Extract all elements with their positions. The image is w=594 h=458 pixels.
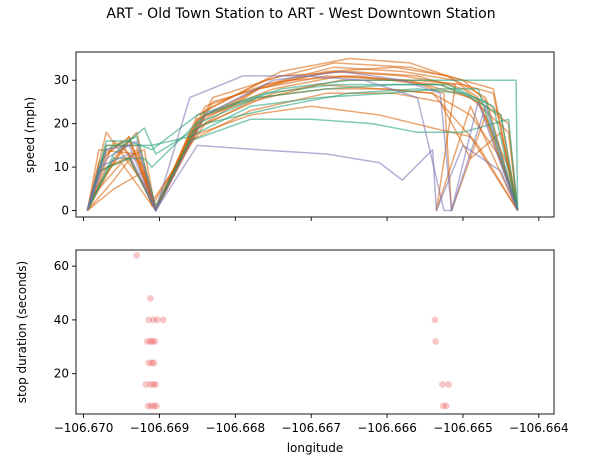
stop-y-label: stop duration (seconds) bbox=[15, 261, 29, 403]
stop-point bbox=[439, 381, 446, 388]
stop-point bbox=[439, 402, 447, 410]
speed-y-label: speed (mph) bbox=[23, 97, 37, 173]
speed-series-line bbox=[86, 144, 519, 212]
speed-series-line bbox=[86, 88, 519, 211]
stop-y-ticks: 20 40 60 bbox=[54, 259, 76, 381]
speed-y-tick-label: 0 bbox=[61, 203, 69, 217]
stop-y-tick-label: 20 bbox=[54, 367, 69, 381]
stop-y-tick-label: 40 bbox=[54, 313, 69, 327]
stop-point bbox=[442, 402, 450, 410]
x-tick-label: −106.666 bbox=[357, 421, 417, 435]
stop-point bbox=[432, 338, 440, 345]
x-tick-label: −106.668 bbox=[205, 421, 265, 435]
speed-panel: 0 10 20 30 speed (mph) bbox=[23, 51, 555, 221]
stop-point bbox=[150, 402, 158, 410]
speed-series-group bbox=[86, 57, 519, 212]
speed-y-tick-label: 20 bbox=[54, 117, 69, 131]
speed-y-tick-label: 10 bbox=[54, 160, 69, 174]
x-tick-label: −106.664 bbox=[509, 421, 569, 435]
stop-point bbox=[445, 381, 452, 388]
stop-point bbox=[153, 316, 161, 324]
stop-point bbox=[145, 359, 153, 367]
stop-point bbox=[151, 338, 159, 345]
stop-point bbox=[146, 381, 154, 388]
stop-point bbox=[149, 316, 157, 324]
stop-point bbox=[146, 294, 154, 302]
x-tick-label: −106.670 bbox=[54, 421, 114, 435]
stop-point bbox=[148, 359, 156, 367]
stop-point bbox=[150, 359, 158, 367]
speed-series-line bbox=[86, 83, 519, 211]
stop-point bbox=[143, 338, 151, 345]
stop-point bbox=[149, 381, 157, 388]
x-tick-label: −106.669 bbox=[130, 421, 190, 435]
stop-point bbox=[146, 338, 154, 345]
stop-points-group bbox=[133, 251, 452, 410]
speed-y-ticks: 0 10 20 30 bbox=[54, 73, 76, 217]
stop-y-tick-label: 60 bbox=[54, 259, 69, 273]
x-tick-label: −106.667 bbox=[281, 421, 341, 435]
speed-series-line bbox=[86, 83, 519, 212]
stop-point bbox=[149, 338, 157, 345]
stop-point bbox=[133, 251, 141, 259]
stop-point bbox=[144, 402, 152, 410]
x-axis-label: longitude bbox=[287, 441, 344, 455]
speed-series-line bbox=[86, 83, 519, 212]
stop-x-ticks: −106.670 −106.669 −106.668 −106.667 −106.666… bbox=[54, 414, 569, 435]
stop-point bbox=[153, 402, 160, 410]
stop-plot-frame bbox=[75, 249, 555, 415]
stop-point bbox=[147, 402, 155, 410]
stop-point bbox=[431, 316, 439, 324]
speed-x-ticks bbox=[83, 217, 540, 221]
stop-point bbox=[159, 316, 167, 324]
chart-title: ART - Old Town Station to ART - West Dow… bbox=[106, 6, 495, 22]
speed-y-tick-label: 30 bbox=[54, 73, 69, 87]
stop-duration-panel: −106.670 −106.669 −106.668 −106.667 −106.666… bbox=[15, 249, 569, 455]
stop-point bbox=[145, 316, 153, 324]
stop-point bbox=[152, 381, 160, 388]
speed-series-line bbox=[86, 70, 519, 212]
stop-point bbox=[142, 381, 150, 388]
x-tick-label: −106.665 bbox=[433, 421, 493, 435]
